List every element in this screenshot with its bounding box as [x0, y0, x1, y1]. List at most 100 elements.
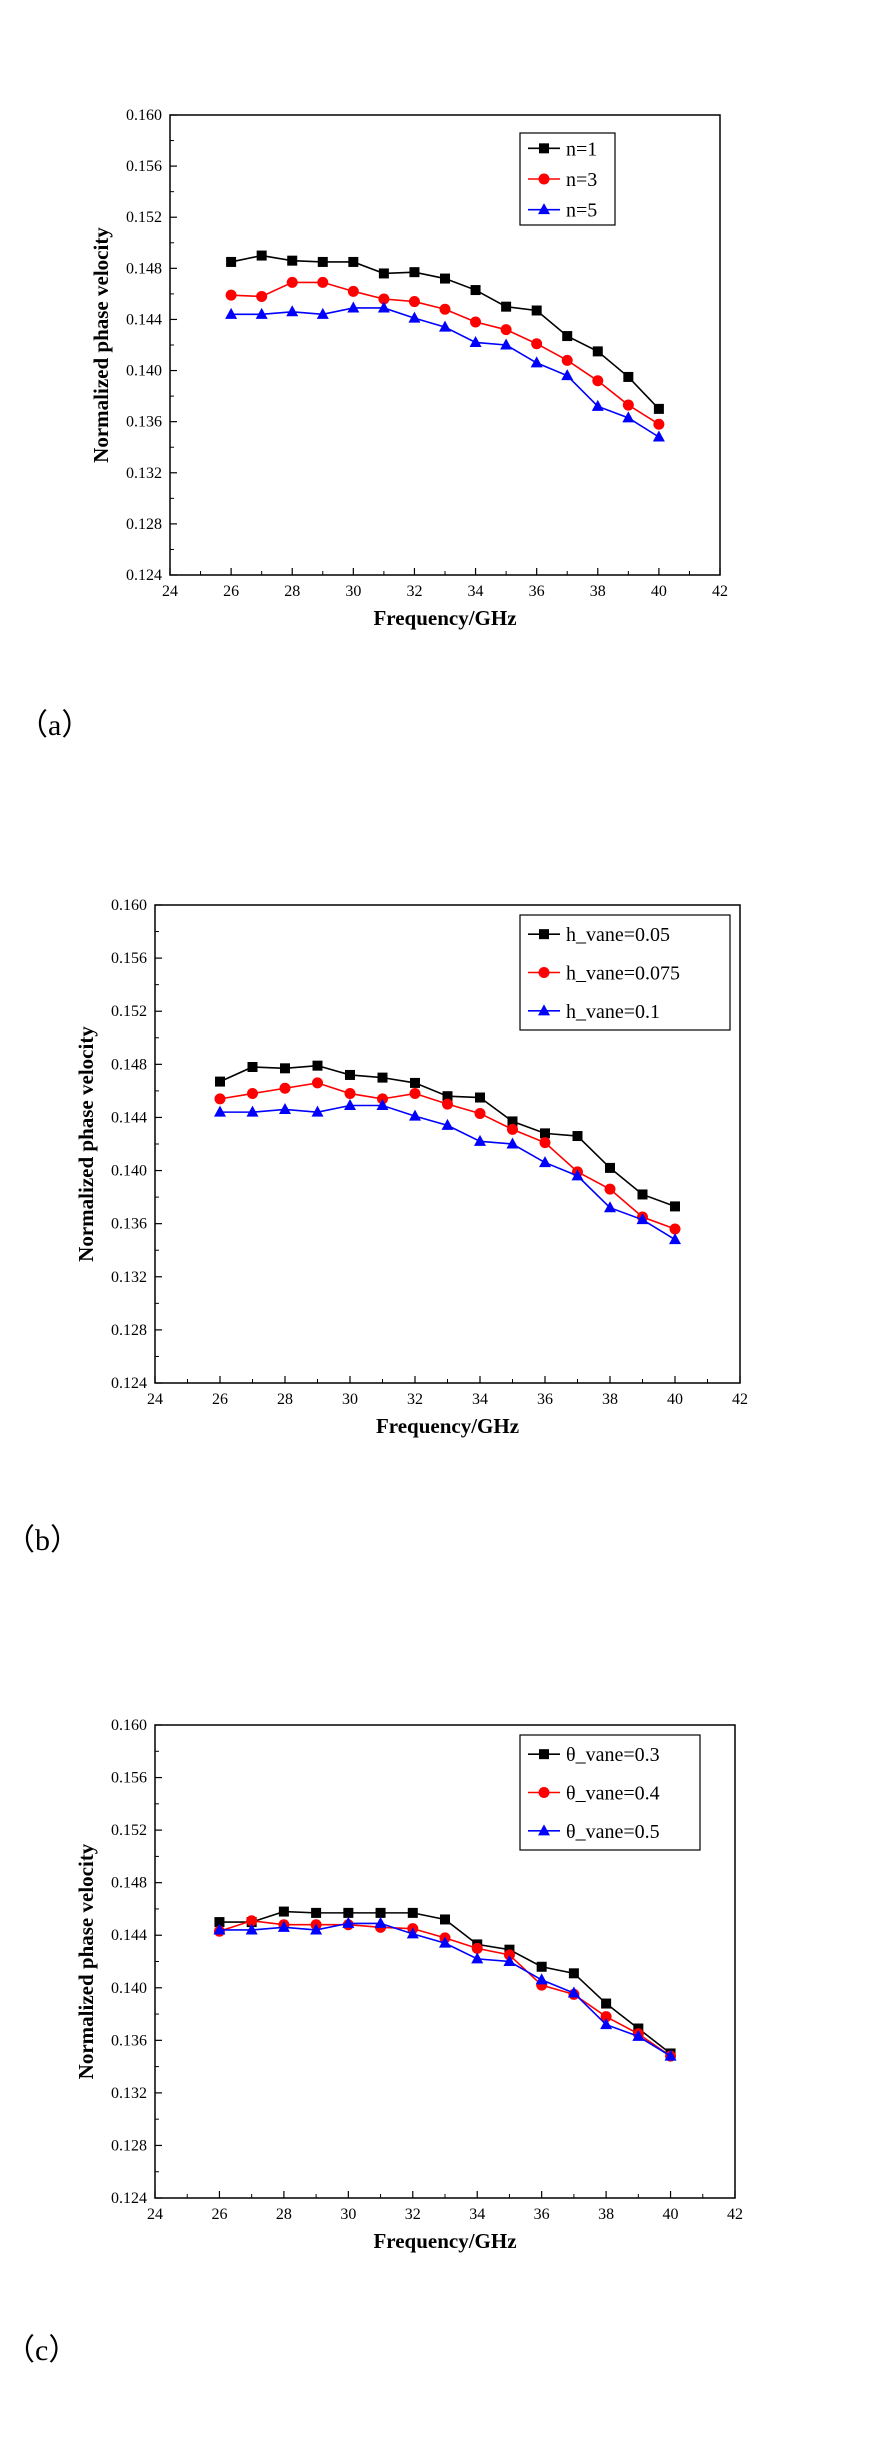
- data-point: [567, 1986, 580, 1998]
- y-tick-label: 0.128: [111, 2137, 147, 2154]
- data-point: [474, 1134, 486, 1146]
- data-point: [469, 335, 482, 347]
- data-point: [407, 1907, 418, 1918]
- x-tick-label: 28: [276, 2206, 292, 2223]
- data-point: [406, 1927, 419, 1939]
- data-point: [592, 375, 604, 387]
- data-point: [409, 267, 420, 278]
- data-point: [539, 1156, 551, 1168]
- x-tick-label: 40: [663, 2206, 679, 2223]
- data-point: [214, 1917, 225, 1928]
- series-3: [214, 1098, 681, 1245]
- data-point: [605, 1162, 615, 1173]
- x-tick-label: 32: [406, 583, 422, 600]
- data-point: [215, 1076, 225, 1087]
- data-point: [540, 1128, 550, 1139]
- data-point: [439, 320, 451, 332]
- plot-frame: [169, 114, 721, 576]
- data-point: [378, 268, 389, 279]
- y-tick-label: 0.124: [111, 2190, 147, 2207]
- y-tick-label: 0.128: [126, 516, 162, 533]
- legend-marker: [538, 1787, 550, 1798]
- x-tick-label: 24: [147, 1391, 163, 1408]
- data-point: [279, 1102, 291, 1114]
- data-point: [471, 1952, 484, 1964]
- x-tick-label: 28: [284, 583, 300, 600]
- y-tick-label: 0.136: [126, 414, 162, 431]
- data-point: [470, 316, 482, 328]
- y-tick-label: 0.156: [126, 158, 162, 175]
- data-point: [342, 1916, 355, 1928]
- data-point: [440, 273, 450, 284]
- panel-label: （b）: [5, 1524, 80, 1557]
- y-tick-label: 0.124: [111, 1375, 147, 1392]
- data-point: [245, 1923, 258, 1935]
- panel-label: （a）: [18, 709, 91, 742]
- data-point: [439, 303, 451, 315]
- data-point: [312, 1077, 323, 1089]
- y-tick-label: 0.152: [126, 209, 162, 226]
- data-point: [441, 1118, 454, 1130]
- data-point: [311, 1907, 322, 1918]
- legend: θ_vane=0.3 θ_vane=0.4 θ_vane=0.5: [519, 1734, 701, 1851]
- data-point: [378, 293, 390, 305]
- y-tick-label: 0.148: [111, 1875, 147, 1892]
- data-point: [562, 331, 573, 342]
- x-axis-label: Frequency/GHz: [373, 606, 516, 630]
- data-point: [601, 1998, 612, 2009]
- y-tick-label: 0.132: [111, 2085, 147, 2102]
- legend-entry: n=3: [566, 169, 597, 191]
- x-tick-label: 42: [712, 583, 728, 600]
- legend-marker: [538, 967, 550, 978]
- data-point: [409, 1088, 421, 1100]
- legend-entry: n=1: [566, 138, 597, 160]
- data-point: [255, 307, 268, 319]
- data-point: [637, 1189, 648, 1200]
- y-tick-label: 0.152: [111, 1003, 147, 1020]
- data-point: [347, 301, 360, 313]
- data-point: [347, 285, 359, 297]
- chart-panel-2: 24 26 28 30 32 34 36 38 40 42 0.124 0.128 0.132 0.136…: [74, 897, 748, 1438]
- x-tick-label: 30: [340, 2206, 356, 2223]
- data-point: [653, 403, 664, 414]
- data-point: [374, 1916, 387, 1928]
- x-tick-label: 40: [651, 583, 667, 600]
- data-point: [653, 418, 665, 430]
- y-tick-label: 0.156: [111, 950, 147, 967]
- data-point: [317, 276, 329, 288]
- data-point: [247, 1061, 258, 1072]
- data-point: [316, 307, 329, 319]
- legend-marker: [539, 143, 549, 154]
- y-tick-label: 0.152: [111, 1822, 147, 1839]
- legend-entry: n=5: [566, 200, 597, 222]
- data-point: [278, 1906, 289, 1917]
- y-tick-label: 0.160: [111, 1717, 147, 1734]
- x-tick-label: 34: [472, 1391, 488, 1408]
- series-3: [213, 1916, 677, 2061]
- data-point: [214, 1093, 226, 1105]
- data-point: [256, 250, 267, 261]
- data-point: [475, 1092, 485, 1103]
- series-3: [225, 301, 665, 442]
- data-point: [312, 1060, 323, 1071]
- data-point: [500, 338, 513, 350]
- legend-entry: θ_vane=0.5: [566, 1821, 660, 1843]
- data-point: [506, 1137, 519, 1149]
- x-tick-label: 36: [534, 2206, 550, 2223]
- x-tick-label: 42: [727, 2206, 743, 2223]
- data-point: [279, 1082, 291, 1094]
- data-point: [530, 356, 543, 368]
- legend: n=1 n=3 n=5: [519, 132, 616, 226]
- legend-marker: [539, 1749, 549, 1760]
- data-point: [439, 1936, 451, 1948]
- x-tick-label: 24: [147, 2206, 163, 2223]
- y-tick-label: 0.124: [126, 567, 162, 584]
- data-point: [311, 1105, 324, 1117]
- data-point: [623, 371, 634, 382]
- data-point: [535, 1973, 548, 1985]
- x-tick-label: 38: [602, 1391, 618, 1408]
- x-tick-label: 38: [590, 583, 606, 600]
- data-point: [287, 255, 298, 266]
- y-tick-label: 0.160: [126, 107, 162, 124]
- y-tick-label: 0.132: [126, 465, 162, 482]
